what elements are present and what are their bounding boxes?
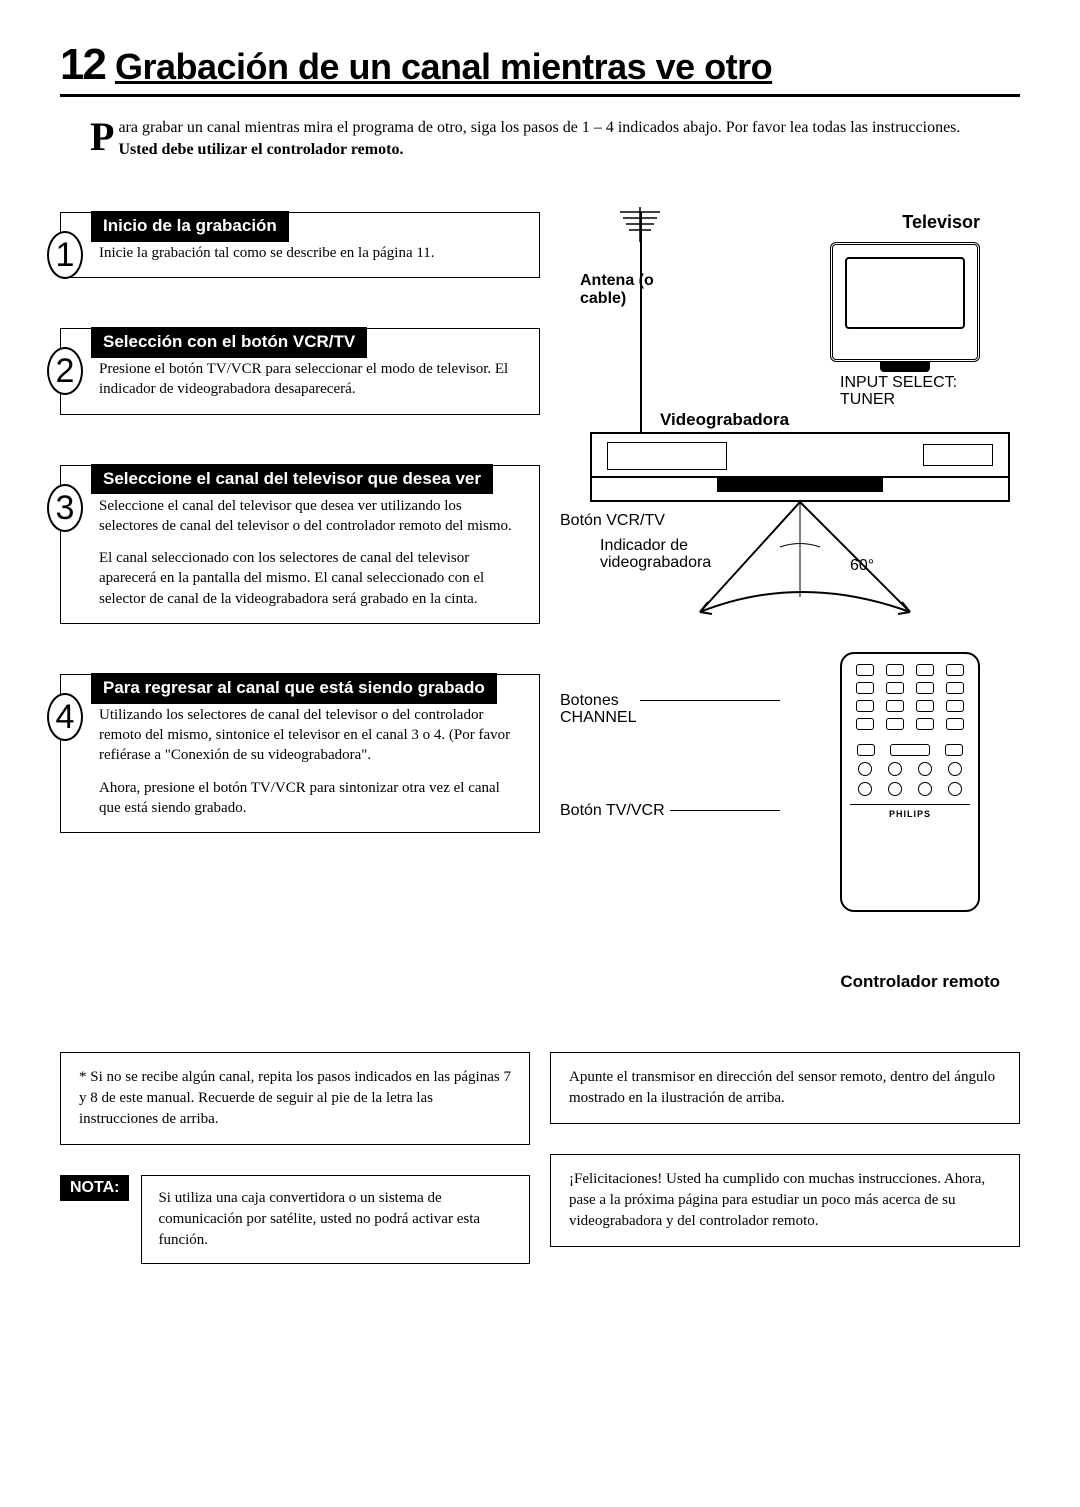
note-box-3: ¡Felicitaciones! Usted ha cumplido con m… bbox=[550, 1154, 1020, 1247]
note-box-2: Apunte el transmisor en dirección del se… bbox=[550, 1052, 1020, 1124]
step-number: 2 bbox=[47, 347, 83, 395]
step-number: 4 bbox=[47, 693, 83, 741]
leader-line bbox=[640, 700, 780, 701]
antena-label: Antena (o cable) bbox=[580, 272, 680, 308]
intro-paragraph: P ara grabar un canal mientras mira el p… bbox=[90, 117, 990, 162]
step-text: Utilizando los selectores de canal del t… bbox=[99, 705, 523, 766]
step-title: Para regresar al canal que está siendo g… bbox=[91, 673, 497, 705]
nota-row: NOTA: Si utiliza una caja convertidora o… bbox=[60, 1175, 530, 1264]
sensor-cone-icon: 60° bbox=[680, 502, 920, 622]
diagram-column: Antena (o cable) Televisor INPUT SELECT:… bbox=[560, 212, 1020, 992]
steps-column: 1 Inicio de la grabación Inicie la graba… bbox=[60, 212, 540, 992]
step-text: Inicie la grabación tal como se describe… bbox=[99, 243, 523, 263]
remote-diagram: Botones CHANNEL Botón TV/VCR PHILIPS bbox=[560, 652, 1020, 962]
step-1: 1 Inicio de la grabación Inicie la graba… bbox=[60, 212, 540, 278]
step-text: Ahora, presione el botón TV/VCR para sin… bbox=[99, 778, 523, 819]
leader-line bbox=[670, 810, 780, 811]
remote-illustration: PHILIPS bbox=[840, 652, 980, 912]
step-text: Presione el botón TV/VCR para selecciona… bbox=[99, 359, 523, 400]
boton-vcr-tv-label: Botón VCR/TV bbox=[560, 512, 665, 530]
step-title: Selección con el botón VCR/TV bbox=[91, 327, 367, 359]
step-text: El canal seleccionado con los selectores… bbox=[99, 548, 523, 609]
step-text: Seleccione el canal del televisor que de… bbox=[99, 496, 523, 537]
intro-bold: Usted debe utilizar el controlador remot… bbox=[118, 141, 403, 158]
remote-caption: Controlador remoto bbox=[560, 972, 1000, 992]
step-number: 1 bbox=[47, 231, 83, 279]
step-3: 3 Seleccione el canal del televisor que … bbox=[60, 465, 540, 624]
step-4: 4 Para regresar al canal que está siendo… bbox=[60, 674, 540, 833]
note-box-1: * Si no se recibe algún canal, repita lo… bbox=[60, 1052, 530, 1145]
input-select-label: INPUT SELECT: TUNER bbox=[840, 374, 980, 409]
page-header: 12 Grabación de un canal mientras ve otr… bbox=[60, 40, 1020, 97]
step-title: Inicio de la grabación bbox=[91, 211, 289, 243]
antenna-cable bbox=[640, 212, 642, 432]
step-number: 3 bbox=[47, 484, 83, 532]
step-2: 2 Selección con el botón VCR/TV Presione… bbox=[60, 328, 540, 415]
videograbadora-label: Videograbadora bbox=[660, 410, 789, 430]
vcr-illustration bbox=[590, 432, 1010, 502]
nota-label: NOTA: bbox=[60, 1175, 129, 1201]
televisor-label: Televisor bbox=[902, 212, 980, 233]
tv-base bbox=[880, 362, 930, 372]
step-title: Seleccione el canal del televisor que de… bbox=[91, 464, 493, 496]
tv-illustration bbox=[830, 242, 980, 362]
intro-text: ara grabar un canal mientras mira el pro… bbox=[118, 119, 960, 136]
remote-brand: PHILIPS bbox=[850, 809, 970, 819]
page-title: Grabación de un canal mientras ve otro bbox=[115, 46, 772, 88]
page-number: 12 bbox=[60, 40, 105, 90]
bottom-notes: * Si no se recibe algún canal, repita lo… bbox=[60, 1052, 1020, 1264]
nota-text: Si utiliza una caja convertidora o un si… bbox=[141, 1175, 530, 1264]
angle-label: 60° bbox=[850, 557, 874, 575]
botones-channel-label: Botones CHANNEL bbox=[560, 692, 660, 727]
dropcap: P bbox=[90, 117, 118, 153]
boton-tv-vcr-label: Botón TV/VCR bbox=[560, 802, 665, 820]
vcr-tv-diagram: Antena (o cable) Televisor INPUT SELECT:… bbox=[560, 212, 1020, 632]
